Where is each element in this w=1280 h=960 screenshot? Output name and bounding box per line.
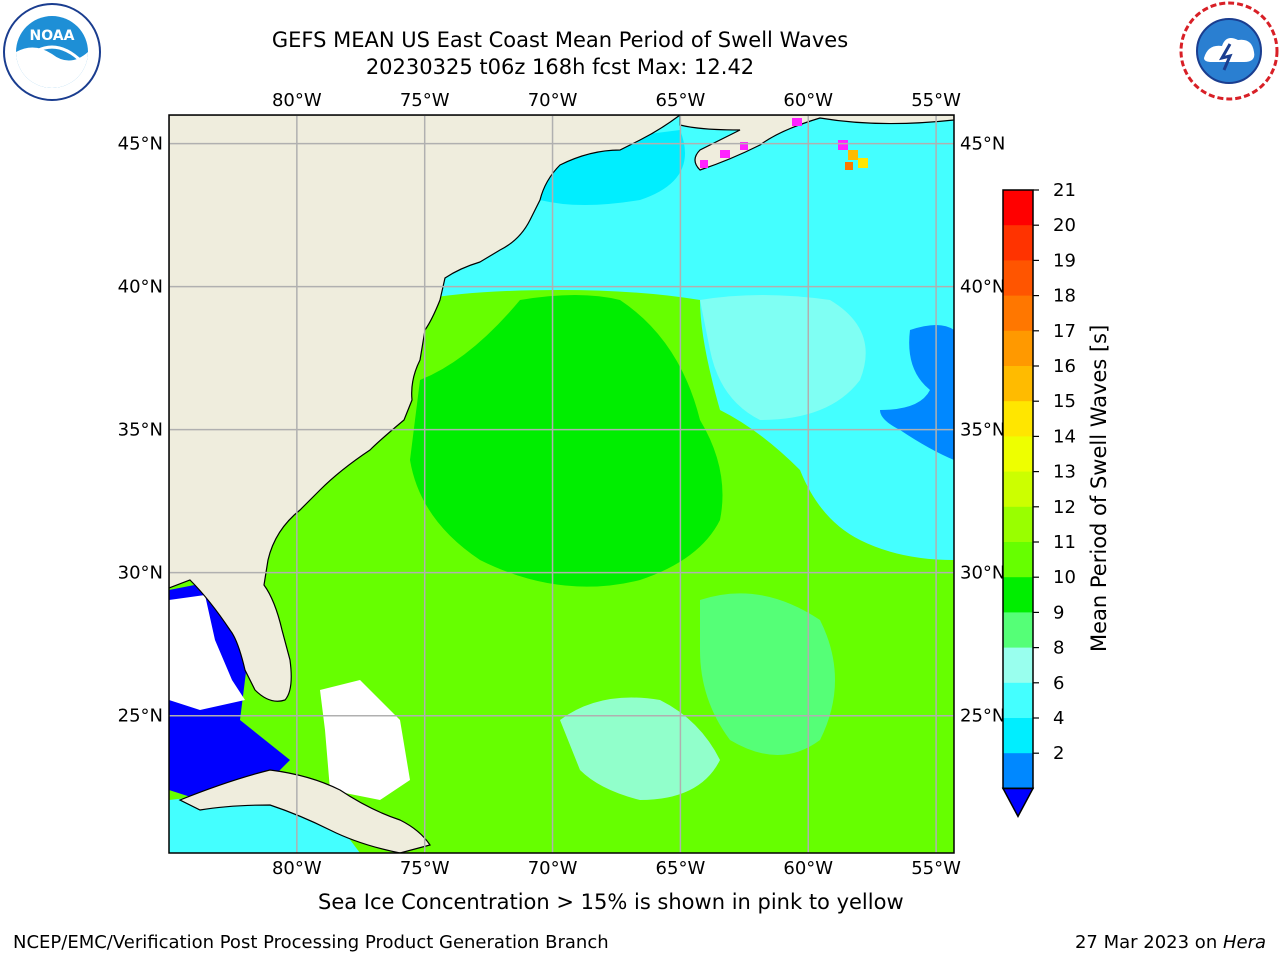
lat-label-right: 25°N [960, 706, 1005, 727]
swell-region-southeast [700, 593, 835, 755]
colorbar-bin [1003, 718, 1033, 754]
swell-region-lightblue [700, 295, 866, 420]
chart-subtitle: 20230325 t06z 168h fcst Max: 12.42 [365, 55, 755, 79]
footer-date: 27 Mar 2023 on Hera [1075, 932, 1266, 953]
lon-label-bottom: 80°W [272, 858, 322, 879]
graticule [169, 115, 954, 853]
lat-label-left: 35°N [118, 420, 163, 441]
colorbar-extend-arrow [1001, 787, 1035, 818]
lon-label-bottom: 65°W [656, 858, 706, 879]
colorbar-bin [1003, 260, 1033, 297]
lat-label-right: 30°N [960, 563, 1005, 584]
colorbar-bin [1003, 682, 1033, 719]
colorbar-tick-label: 15 [1053, 391, 1076, 412]
colorbar-tick-label: 9 [1053, 602, 1064, 623]
colorbar: 21 20 19 18 17 16 15 14 13 12 11 10 9 8 6 4 2 [1001, 180, 1076, 818]
swell-region-central [410, 295, 723, 587]
colorbar-bin [1003, 542, 1033, 578]
colorbar-bin [1003, 295, 1033, 332]
nodata-florida-straits [169, 595, 245, 710]
colorbar-tick-label: 13 [1053, 462, 1076, 483]
colorbar-bin [1003, 612, 1033, 649]
colorbar-bin [1003, 577, 1033, 613]
colorbar-bin [1003, 647, 1033, 684]
footer-host: Hera [1222, 932, 1266, 953]
colorbar-bin [1003, 436, 1033, 473]
colorbar-bin [1003, 330, 1033, 367]
lon-label-bottom: 70°W [528, 858, 578, 879]
colorbar-tick-label: 12 [1053, 497, 1076, 518]
colorbar-tick-label: 17 [1053, 321, 1076, 342]
lat-label-left: 25°N [118, 706, 163, 727]
lat-label-right: 40°N [960, 277, 1005, 298]
lat-label-right: 35°N [960, 420, 1005, 441]
noaa-logo-text: NOAA [30, 28, 75, 44]
lon-label-top: 75°W [400, 90, 450, 111]
colorbar-bin [1003, 471, 1033, 508]
map-frame [168, 114, 955, 854]
colorbar-tick-label: 6 [1053, 673, 1064, 694]
colorbar-bin [1003, 190, 1033, 226]
colorbar-tick-label: 19 [1053, 250, 1076, 271]
lon-label-top: 60°W [783, 90, 833, 111]
colorbar-tick-label: 11 [1053, 532, 1076, 553]
axis-labels: 80°W 80°W 75°W 75°W 70°W 70°W 65°W 65°W 60°W 60°W… [118, 90, 1006, 879]
nws-logo [1179, 1, 1279, 101]
colorbar-tick-label: 21 [1053, 180, 1076, 201]
lon-label-top: 65°W [656, 90, 706, 111]
sea-ice-patches [700, 118, 868, 170]
lon-label-top: 70°W [528, 90, 578, 111]
lat-label-right: 45°N [960, 134, 1005, 155]
sea-ice-caption: Sea Ice Concentration > 15% is shown in … [318, 890, 904, 914]
colorbar-tick-label: 2 [1053, 743, 1064, 764]
lon-label-bottom: 55°W [911, 858, 961, 879]
lat-label-left: 40°N [118, 277, 163, 298]
colorbar-tick-label: 8 [1053, 638, 1064, 659]
colorbar-tick-label: 20 [1053, 215, 1076, 236]
colorbar-tick-label: 4 [1053, 708, 1064, 729]
footer-date-text: 27 Mar 2023 on [1074, 932, 1223, 953]
chart-title: GEFS MEAN US East Coast Mean Period of S… [271, 28, 849, 52]
colorbar-tick-label: 10 [1053, 567, 1076, 588]
colorbar-bin [1003, 506, 1033, 543]
colorbar-frame [1002, 189, 1034, 790]
colorbar-bin [1003, 753, 1033, 789]
colorbar-tick-label: 14 [1053, 426, 1076, 447]
nova-scotia-land [679, 115, 954, 171]
lat-label-left: 45°N [118, 134, 163, 155]
nodata-bahamas [320, 680, 410, 800]
lon-label-bottom: 60°W [783, 858, 833, 879]
colorbar-bin [1003, 401, 1033, 437]
swell-region-northeast [417, 115, 954, 560]
colorbar-bin [1003, 225, 1033, 261]
cuba-land [178, 769, 431, 853]
noaa-logo: NOAA [3, 3, 101, 101]
footer-org: NCEP/EMC/Verification Post Processing Pr… [13, 932, 609, 953]
lon-label-top: 55°W [911, 90, 961, 111]
lon-label-bottom: 75°W [400, 858, 450, 879]
colorbar-tick-label: 16 [1053, 356, 1076, 377]
colorbar-tick-label: 18 [1053, 286, 1076, 307]
colorbar-bin [1003, 366, 1033, 402]
lat-label-left: 30°N [118, 563, 163, 584]
lon-label-top: 80°W [272, 90, 322, 111]
colorbar-label: Mean Period of Swell Waves [s] [1087, 325, 1111, 652]
